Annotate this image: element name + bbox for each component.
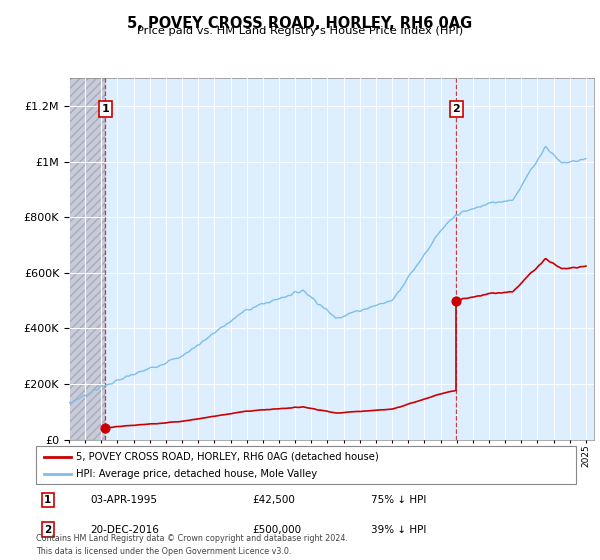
Text: £500,000: £500,000 xyxy=(252,525,301,535)
Text: 2: 2 xyxy=(452,104,460,114)
FancyBboxPatch shape xyxy=(36,446,576,484)
Text: Price paid vs. HM Land Registry's House Price Index (HPI): Price paid vs. HM Land Registry's House … xyxy=(137,26,463,36)
Text: £42,500: £42,500 xyxy=(252,495,295,505)
Text: 5, POVEY CROSS ROAD, HORLEY, RH6 0AG: 5, POVEY CROSS ROAD, HORLEY, RH6 0AG xyxy=(127,16,473,31)
Text: 03-APR-1995: 03-APR-1995 xyxy=(90,495,157,505)
Text: HPI: Average price, detached house, Mole Valley: HPI: Average price, detached house, Mole… xyxy=(77,469,317,479)
Text: 1: 1 xyxy=(44,495,52,505)
Point xyxy=(101,423,110,432)
Text: 75% ↓ HPI: 75% ↓ HPI xyxy=(371,495,426,505)
Text: 20-DEC-2016: 20-DEC-2016 xyxy=(90,525,159,535)
Point xyxy=(451,296,461,305)
Text: 1: 1 xyxy=(101,104,109,114)
Bar xyxy=(69,78,106,440)
Text: 5, POVEY CROSS ROAD, HORLEY, RH6 0AG (detached house): 5, POVEY CROSS ROAD, HORLEY, RH6 0AG (de… xyxy=(77,451,379,461)
Text: Contains HM Land Registry data © Crown copyright and database right 2024.
This d: Contains HM Land Registry data © Crown c… xyxy=(36,534,348,556)
Text: 39% ↓ HPI: 39% ↓ HPI xyxy=(371,525,426,535)
Text: 2: 2 xyxy=(44,525,52,535)
